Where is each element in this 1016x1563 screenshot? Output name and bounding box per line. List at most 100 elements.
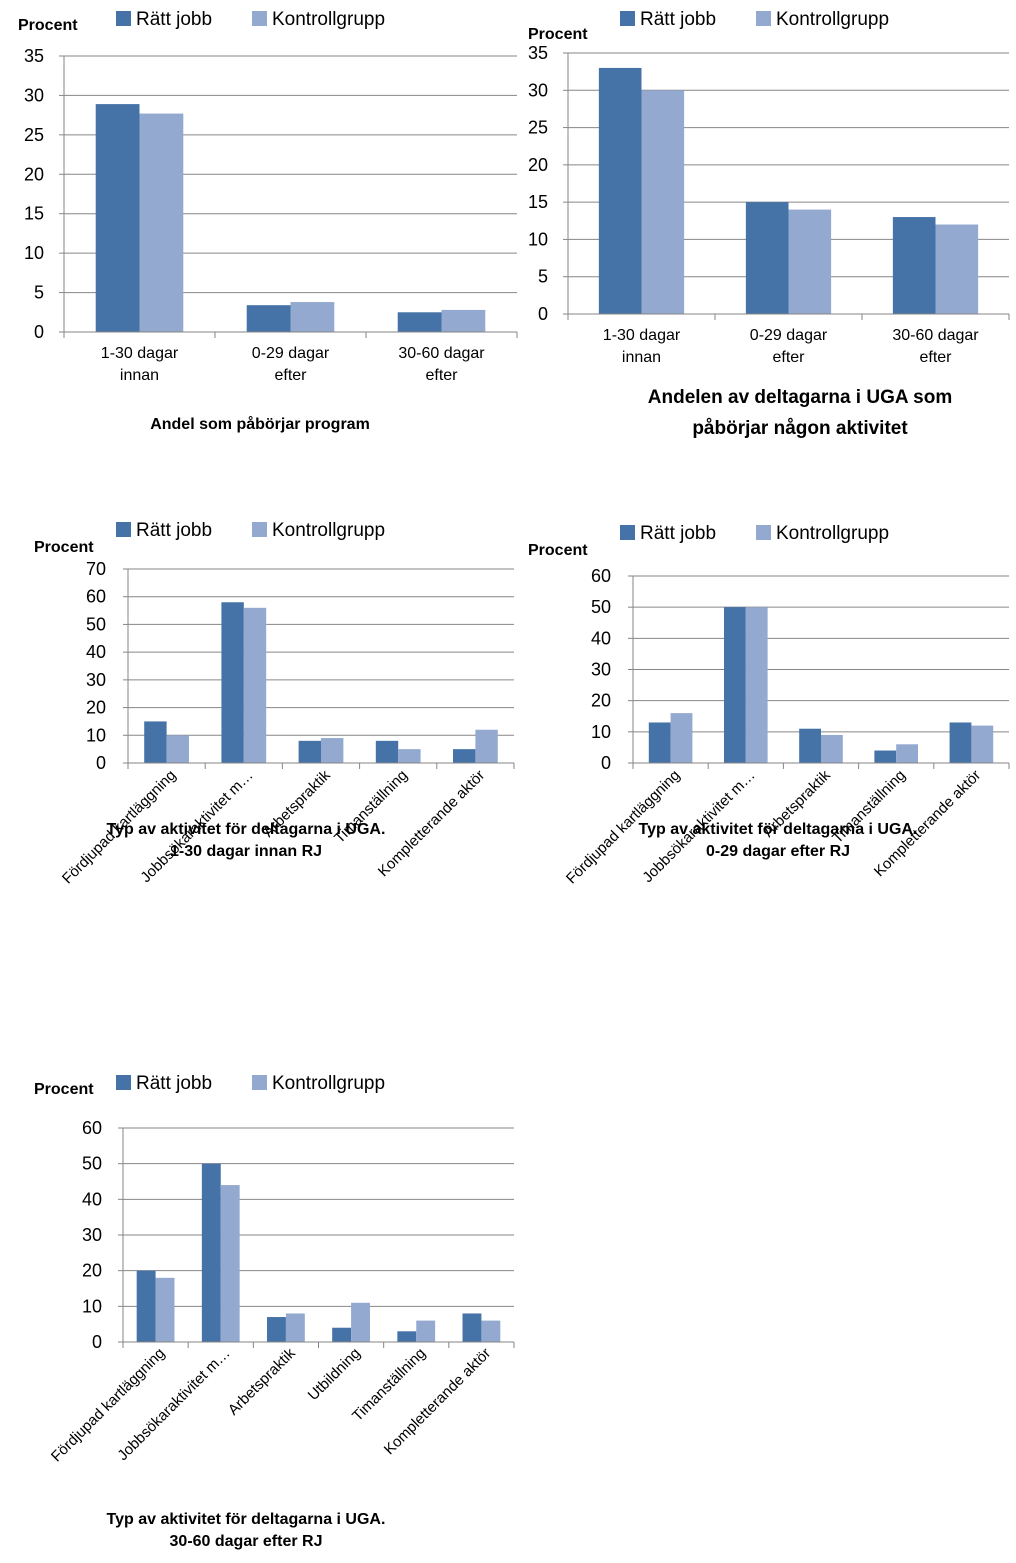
legend-swatch	[620, 11, 635, 26]
bar	[290, 302, 335, 332]
y-tick-label: 10	[24, 243, 44, 263]
bar	[971, 725, 994, 763]
legend-swatch	[116, 11, 131, 26]
bar	[397, 312, 442, 332]
bar	[95, 104, 140, 332]
y-tick-label: 20	[24, 164, 44, 184]
bar	[670, 713, 693, 763]
bar	[723, 607, 746, 763]
bar	[462, 1313, 482, 1342]
x-tick-label: efter	[919, 349, 952, 366]
x-tick-label: 0-29 dagar	[750, 327, 828, 344]
legend-label: Kontrollgrupp	[272, 9, 385, 30]
y-tick-label: 10	[528, 229, 548, 249]
y-tick-label: 40	[591, 628, 611, 648]
x-tick-label: efter	[425, 367, 458, 384]
x-tick-label: Kompletterande aktör	[381, 1345, 494, 1458]
x-tick-label: 0-29 dagar	[252, 345, 330, 362]
x-tick-label: Utbildning	[305, 1345, 364, 1404]
bar	[799, 728, 821, 763]
legend-swatch	[252, 522, 267, 537]
bar	[243, 607, 267, 763]
y-tick-label: 30	[86, 670, 106, 690]
legend-label: Kontrollgrupp	[272, 1073, 385, 1094]
y-tick-label: 40	[86, 642, 106, 662]
bar	[221, 602, 244, 763]
x-tick-label: 1-30 dagar	[101, 345, 179, 362]
x-tick-label: 30-60 dagar	[398, 345, 485, 362]
y-tick-label: 30	[24, 85, 44, 105]
legend-label: Rätt jobb	[640, 523, 716, 544]
chart-3-caption-line-2: 1-30 dagar innan RJ	[169, 843, 323, 860]
bar	[267, 1317, 286, 1342]
bar	[201, 1163, 221, 1342]
y-tick-label: 10	[82, 1296, 102, 1316]
x-tick-label: innan	[120, 367, 159, 384]
x-tick-label: innan	[622, 349, 661, 366]
bar	[139, 113, 184, 333]
chart-5-caption-line-2: 30-60 dagar efter RJ	[169, 1533, 323, 1550]
x-tick-label: Jobbsökaraktivitet m…	[114, 1345, 233, 1464]
legend-swatch	[756, 11, 771, 26]
chart-4-caption-line-2: 0-29 dagar efter RJ	[705, 843, 851, 860]
chart-4-caption-line-1: Typ av aktivitet för deltagarna i UGA.	[638, 821, 918, 838]
chart-5-caption-line-1: Typ av aktivitet för deltagarna i UGA.	[106, 1511, 386, 1528]
bar	[481, 1320, 501, 1342]
bar	[298, 740, 321, 763]
legend-label: Kontrollgrupp	[776, 523, 889, 544]
bar	[285, 1313, 305, 1342]
y-tick-label: 5	[34, 283, 44, 303]
y-tick-label: 20	[528, 155, 548, 175]
bar	[896, 744, 919, 763]
legend-swatch	[116, 1075, 131, 1090]
y-tick-label: 30	[82, 1225, 102, 1245]
y-axis-label: Procent	[34, 539, 94, 556]
legend-label: Kontrollgrupp	[272, 520, 385, 541]
chart-2-caption-line-2: påbörjar någon aktivitet	[692, 418, 908, 439]
bar	[332, 1327, 352, 1342]
x-tick-label: efter	[274, 367, 307, 384]
x-tick-label: efter	[772, 349, 805, 366]
bar	[155, 1277, 175, 1342]
x-tick-label: 30-60 dagar	[892, 327, 979, 344]
y-tick-label: 50	[82, 1154, 102, 1174]
y-tick-label: 0	[34, 322, 44, 342]
y-axis-label: Procent	[18, 17, 78, 34]
legend-swatch	[756, 525, 771, 540]
y-tick-label: 30	[591, 660, 611, 680]
bar	[136, 1270, 156, 1342]
y-tick-label: 50	[86, 614, 106, 634]
bar	[598, 67, 642, 315]
bar	[321, 738, 344, 763]
bar	[416, 1320, 436, 1342]
chart-2-caption-line-1: Andelen av deltagarna i UGA som	[647, 387, 953, 408]
legend-swatch	[252, 1075, 267, 1090]
y-tick-label: 20	[591, 691, 611, 711]
y-tick-label: 70	[86, 559, 106, 579]
x-tick-label: 1-30 dagar	[603, 327, 681, 344]
y-tick-label: 35	[24, 46, 44, 66]
y-tick-label: 20	[86, 698, 106, 718]
y-axis-label: Procent	[528, 26, 588, 43]
y-tick-label: 25	[528, 118, 548, 138]
y-tick-label: 5	[538, 267, 548, 287]
bar	[475, 729, 498, 763]
chart-1: 0 5 10 15 20 25 30 35 Procent Rätt jobb Kontrollgr…	[18, 9, 518, 384]
y-tick-label: 60	[86, 587, 106, 607]
bar	[453, 749, 476, 763]
bar	[892, 217, 936, 314]
y-tick-label: 10	[591, 722, 611, 742]
y-axis-label: Procent	[34, 1081, 94, 1098]
bar	[441, 309, 486, 332]
y-tick-label: 35	[528, 43, 548, 63]
y-tick-label: 60	[82, 1118, 102, 1138]
y-tick-label: 0	[601, 753, 611, 773]
bar	[648, 722, 671, 763]
bar	[375, 740, 399, 763]
bar	[166, 735, 189, 763]
y-tick-label: 30	[528, 80, 548, 100]
legend-label: Rätt jobb	[136, 520, 212, 541]
y-tick-label: 0	[96, 753, 106, 773]
